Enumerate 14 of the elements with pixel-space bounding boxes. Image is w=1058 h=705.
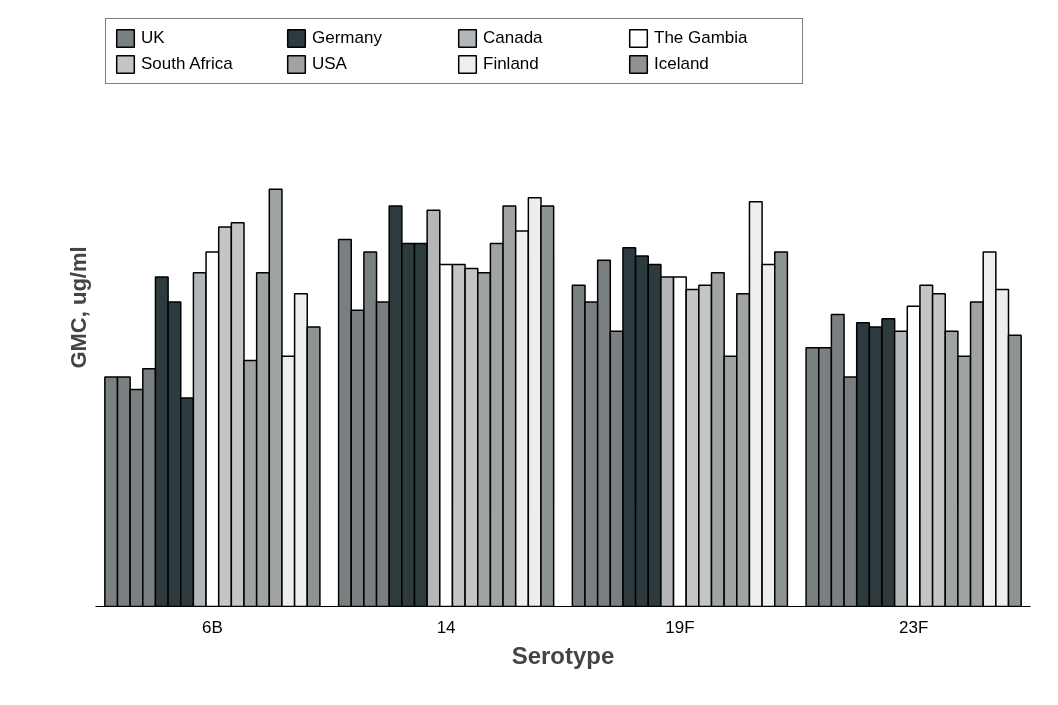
legend-label: USA	[312, 54, 348, 74]
x-tick-label: 6B	[201, 617, 223, 637]
legend-label: Canada	[483, 28, 544, 48]
legend-label: The Gambia	[654, 28, 749, 48]
legend-label: Iceland	[654, 54, 710, 74]
legend-label: Finland	[483, 54, 540, 74]
x-tick-label: 14	[436, 617, 456, 637]
legend-label: South Africa	[141, 54, 234, 74]
y-axis-title: GMC, ug/ml	[65, 246, 91, 369]
x-tick-label: 19F	[665, 617, 695, 637]
legend-label: UK	[141, 28, 166, 48]
legend-label: Germany	[312, 28, 383, 48]
x-axis-title: Serotype	[511, 641, 615, 669]
x-tick-label: 23F	[898, 617, 929, 637]
